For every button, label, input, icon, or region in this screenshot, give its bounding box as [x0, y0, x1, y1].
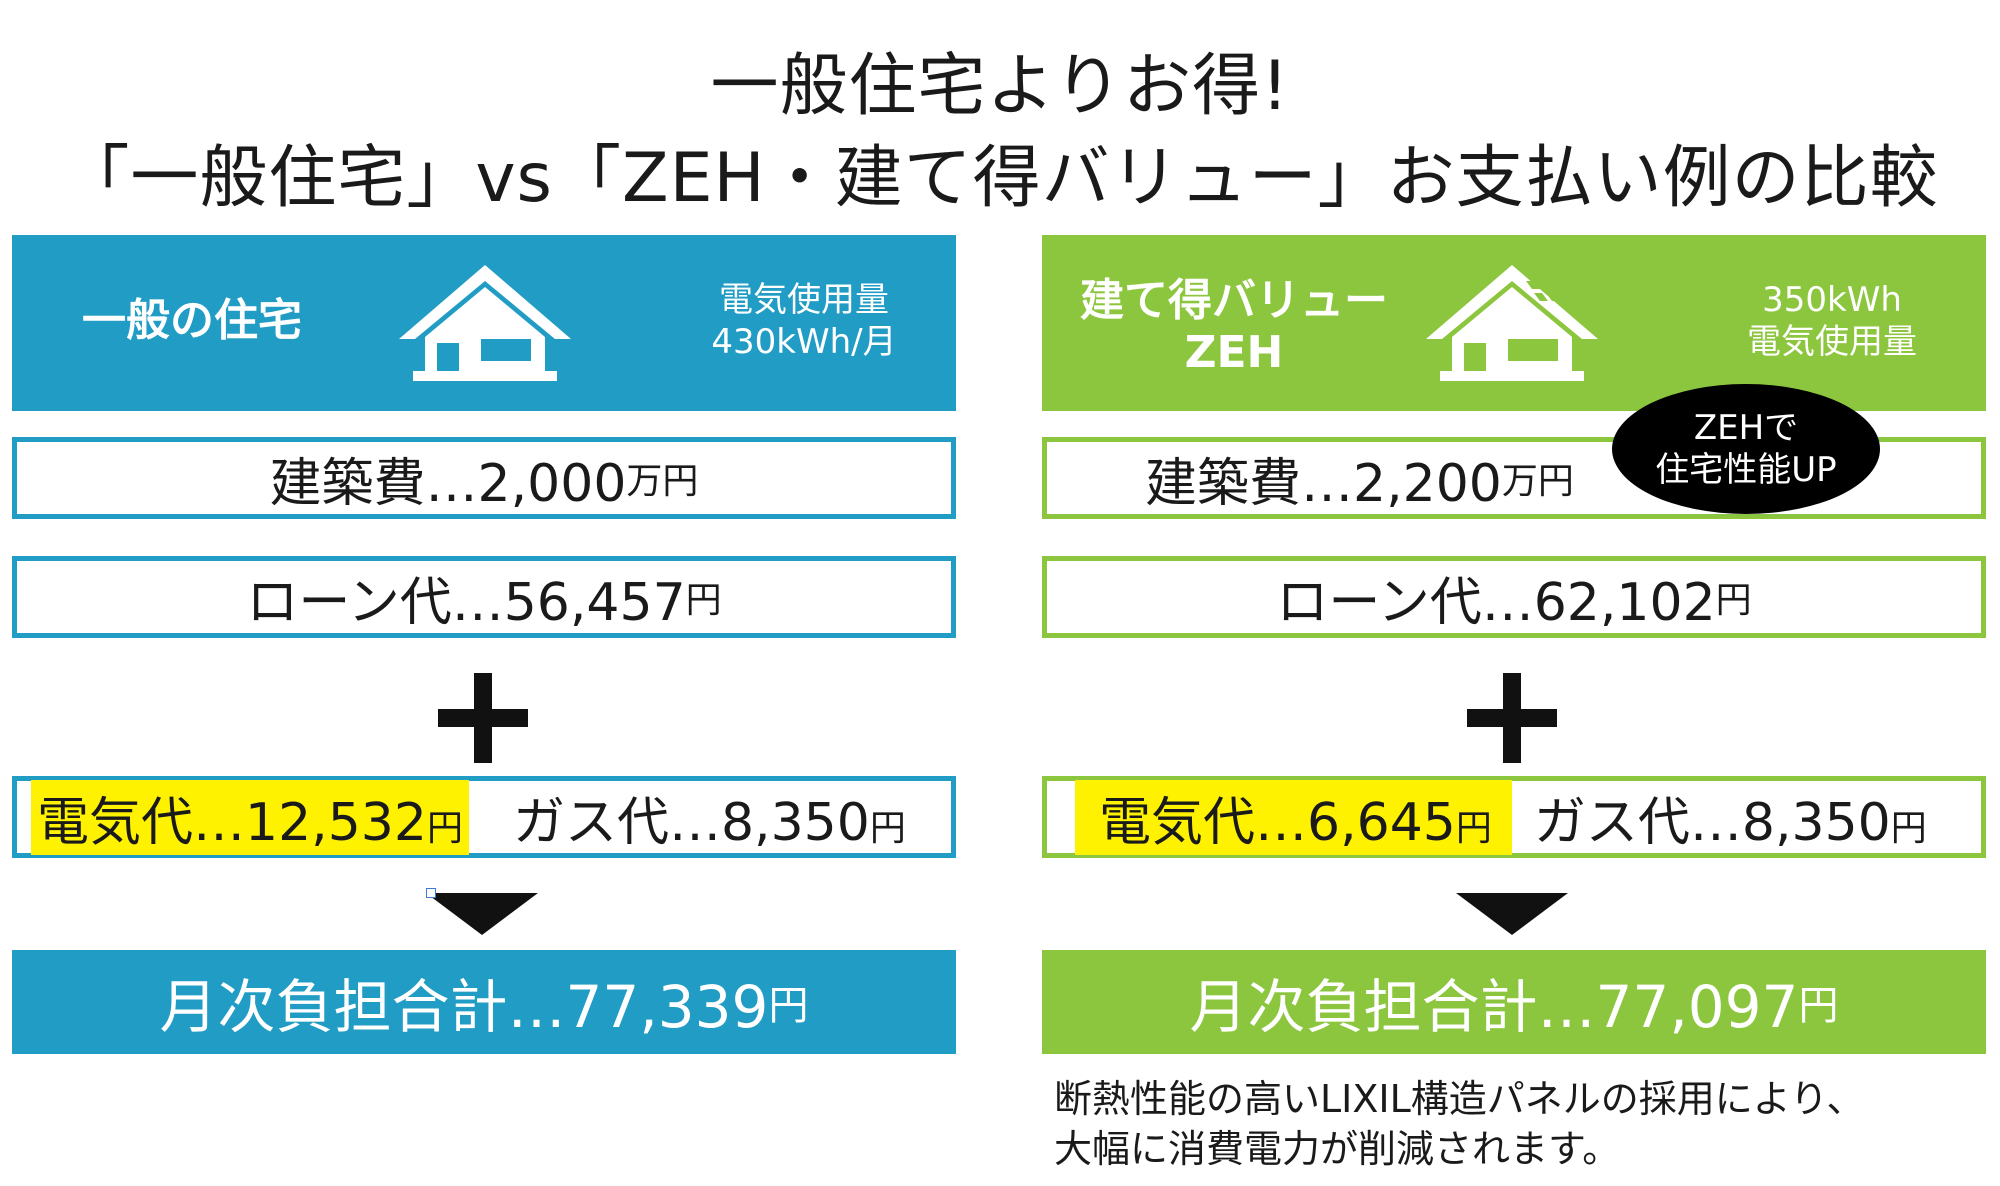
zeh-name-line1: 建て得バリュー: [1080, 275, 1388, 326]
zeh-house-header: 建て得バリュー ZEH 350kWh 電気使用量: [1042, 235, 1986, 411]
down-arrow-icon: [1456, 893, 1568, 935]
general-monthly-total: 月次負担合計…77,339 円: [12, 950, 956, 1054]
general-total-value: 月次負担合計…77,339: [159, 973, 769, 1041]
general-loan-value: ローン代…56,457: [246, 572, 686, 633]
general-gas-unit: 円: [869, 807, 906, 849]
zeh-usage: 350kWh 電気使用量: [1702, 279, 1962, 363]
zeh-utilities: 電気代…6,645円 ガス代…8,350円: [1042, 776, 1986, 858]
general-loan-unit: 円: [685, 580, 722, 621]
zeh-monthly-total: 月次負担合計…77,097 円: [1042, 950, 1986, 1054]
general-electric-value: 電気代…12,532: [37, 792, 427, 853]
zeh-usage-value: 350kWh: [1762, 280, 1902, 320]
general-electric-unit: 円: [426, 807, 463, 849]
plus-icon: [438, 673, 528, 763]
zeh-gas-value: ガス代…8,350: [1533, 792, 1891, 853]
zeh-house-name: 建て得バリュー ZEH: [1080, 275, 1388, 379]
zeh-loan-value: ローン代…62,102: [1276, 572, 1716, 633]
zeh-electric-unit: 円: [1455, 807, 1492, 849]
general-building-cost: 建築費…2,000 万円: [12, 437, 956, 519]
zeh-name-line2: ZEH: [1184, 327, 1284, 378]
zeh-loan: ローン代…62,102 円: [1042, 556, 1986, 638]
solar-house-icon: [1426, 265, 1598, 381]
badge-line2: 住宅性能UP: [1655, 450, 1837, 490]
house-icon: [399, 265, 571, 381]
general-usage-value: 430kWh/月: [711, 322, 897, 362]
general-usage: 電気使用量 430kWh/月: [674, 279, 934, 363]
badge-line1: ZEHで: [1693, 408, 1799, 448]
zeh-loan-unit: 円: [1715, 580, 1752, 621]
page-title: 一般住宅よりお得!: [710, 47, 1290, 126]
footnote-line1: 断熱性能の高いLIXIL構造パネルの採用により、: [1054, 1077, 1865, 1121]
general-usage-label: 電気使用量: [719, 280, 889, 320]
general-gas-cost: ガス代…8,350円: [513, 780, 906, 855]
selection-handle[interactable]: [426, 888, 436, 898]
zeh-usage-label: 電気使用量: [1747, 322, 1917, 362]
zeh-building-cost-value: 建築費…2,200: [1145, 453, 1502, 514]
down-arrow-icon: [426, 893, 538, 935]
zeh-gas-unit: 円: [1890, 807, 1927, 849]
zeh-total-value: 月次負担合計…77,097: [1189, 973, 1799, 1041]
footnote-line2: 大幅に消費電力が削減されます。: [1054, 1127, 1621, 1171]
general-gas-value: ガス代…8,350: [512, 792, 870, 853]
zeh-building-cost-unit: 万円: [1501, 461, 1574, 502]
general-electric-cost: 電気代…12,532円: [31, 779, 469, 855]
footnote: 断熱性能の高いLIXIL構造パネルの採用により、 大幅に消費電力が削減されます。: [1054, 1074, 1994, 1174]
general-building-cost-value: 建築費…2,000: [269, 453, 627, 514]
zeh-electric-value: 電気代…6,645: [1099, 792, 1456, 853]
zeh-gas-cost: ガス代…8,350円: [1534, 780, 1927, 855]
general-utilities: 電気代…12,532円 ガス代…8,350円: [12, 776, 956, 858]
general-house-header: 一般の住宅 電気使用量 430kWh/月: [12, 235, 956, 411]
zeh-electric-cost: 電気代…6,645円: [1075, 779, 1512, 855]
general-house-name: 一般の住宅: [82, 295, 302, 346]
zeh-building-cost: 建築費…2,200 万円: [1042, 437, 1986, 519]
plus-icon: [1467, 673, 1557, 763]
general-total-unit: 円: [768, 983, 809, 1029]
zeh-total-unit: 円: [1798, 983, 1839, 1029]
zeh-performance-badge: ZEHで 住宅性能UP: [1612, 384, 1880, 514]
page-subtitle: 「一般住宅」vs「ZEH・建て得バリュー」お支払い例の比較: [61, 139, 1939, 218]
general-building-cost-unit: 万円: [626, 461, 699, 502]
general-loan: ローン代…56,457 円: [12, 556, 956, 638]
